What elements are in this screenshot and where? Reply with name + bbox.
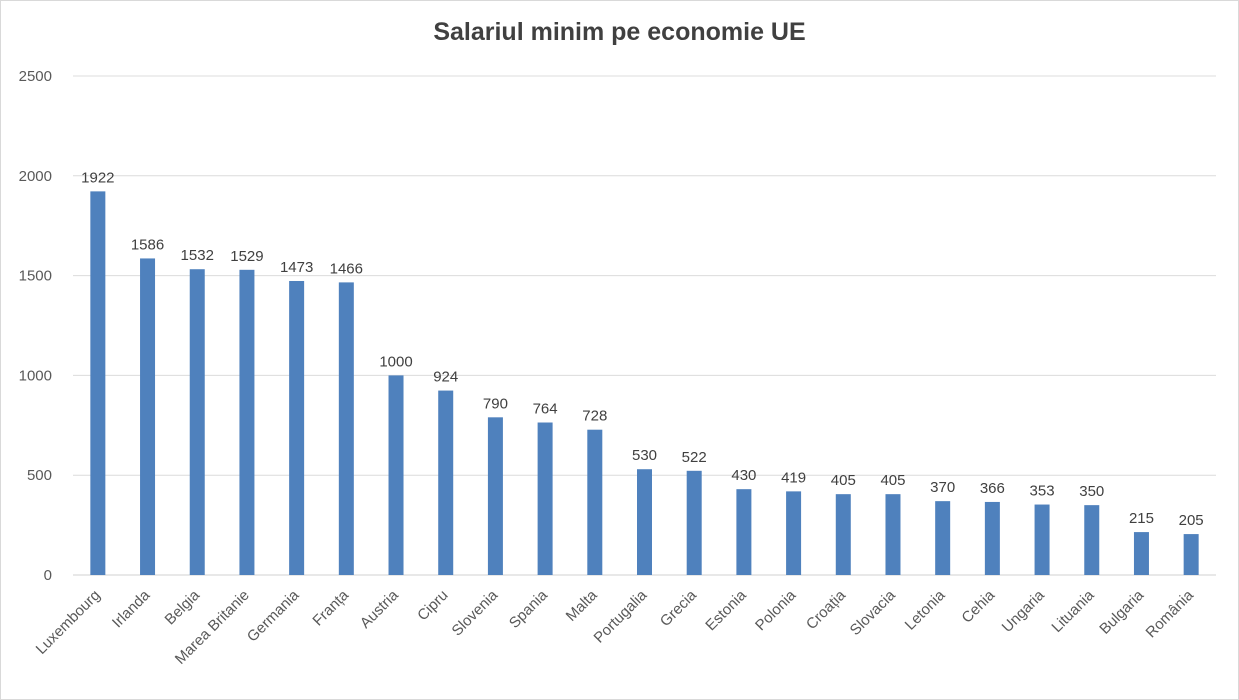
bar — [984, 501, 1000, 575]
bar — [140, 258, 156, 575]
x-tick-label: Lituania — [1048, 586, 1098, 636]
data-label: 350 — [1079, 483, 1104, 500]
bar — [289, 280, 305, 575]
data-label: 1586 — [131, 236, 164, 253]
data-label: 419 — [781, 469, 806, 486]
x-tick-label: România — [1143, 586, 1198, 641]
data-label: 405 — [831, 472, 856, 489]
data-label: 924 — [433, 369, 458, 386]
x-tick-label: Slovenia — [449, 586, 502, 639]
bar — [239, 269, 255, 575]
x-tick-label: Bulgaria — [1096, 586, 1147, 637]
x-tick-label: Irlanda — [109, 586, 154, 631]
bar — [935, 501, 951, 575]
bar — [487, 417, 503, 575]
data-label: 1473 — [280, 259, 313, 276]
bar — [637, 469, 652, 575]
y-tick-label: 1000 — [19, 367, 52, 384]
x-tick-label: Letonia — [902, 586, 949, 633]
bar — [438, 390, 454, 575]
bar — [786, 491, 802, 575]
data-label: 1532 — [181, 247, 214, 264]
data-label: 430 — [731, 467, 756, 484]
x-tick-label: Polonia — [752, 586, 800, 634]
x-tick-label: Austria — [357, 586, 402, 631]
y-tick-label: 1500 — [19, 268, 52, 285]
x-tick-label: Belgia — [162, 586, 204, 628]
chart-title: Salariul minim pe economie UE — [433, 18, 806, 46]
bar — [338, 282, 354, 575]
y-tick-label: 2000 — [19, 168, 52, 185]
x-tick-label: Croația — [803, 586, 850, 633]
x-tick-label: Malta — [563, 586, 601, 624]
data-label: 1529 — [230, 248, 263, 265]
x-tick-label: Cehia — [958, 586, 998, 626]
x-tick-label: Spania — [506, 586, 552, 632]
x-tick-label: Estonia — [702, 586, 750, 634]
bar — [587, 429, 603, 575]
data-label: 728 — [582, 408, 607, 425]
data-label: 790 — [483, 395, 508, 412]
x-tick-label: Germania — [244, 586, 303, 645]
bar — [835, 494, 851, 575]
data-label: 405 — [880, 472, 905, 489]
data-label: 1466 — [330, 260, 363, 277]
data-label: 205 — [1179, 512, 1204, 529]
y-tick-label: 500 — [27, 467, 52, 484]
bar — [1034, 504, 1050, 575]
bar — [189, 269, 205, 575]
data-label: 366 — [980, 480, 1005, 497]
y-tick-label: 2500 — [19, 68, 52, 85]
bar — [388, 375, 404, 575]
data-label: 764 — [533, 401, 558, 418]
bar — [537, 422, 553, 575]
bar — [736, 489, 752, 575]
x-tick-label: Luxembourg — [33, 587, 104, 658]
bar — [1183, 534, 1199, 575]
data-label: 1000 — [379, 353, 412, 370]
data-label: 522 — [682, 449, 707, 466]
data-label: 530 — [632, 447, 657, 464]
x-tick-label: Slovacia — [847, 586, 900, 639]
data-label: 215 — [1129, 510, 1154, 527]
x-tick-label: Portugalia — [591, 586, 651, 646]
data-label: 370 — [930, 479, 955, 496]
x-tick-label: Ungaria — [999, 586, 1049, 636]
data-label: 1922 — [81, 169, 114, 186]
x-tick-label: Franța — [309, 586, 352, 629]
data-label: 353 — [1030, 483, 1055, 500]
bar — [885, 494, 901, 575]
bar — [1084, 505, 1100, 575]
bar — [90, 191, 106, 575]
y-axis: 0 500 1000 1500 2000 2500 — [19, 68, 52, 584]
y-tick-label: 0 — [44, 567, 52, 584]
bars — [90, 191, 1199, 575]
x-tick-label: Cipru — [414, 587, 451, 624]
bar — [1133, 532, 1149, 575]
x-tick-label: Grecia — [657, 586, 701, 630]
bar — [686, 470, 702, 575]
data-labels: 1922 1586 1532 1529 1473 1466 1000 924 790 764 728… — [81, 169, 1204, 529]
